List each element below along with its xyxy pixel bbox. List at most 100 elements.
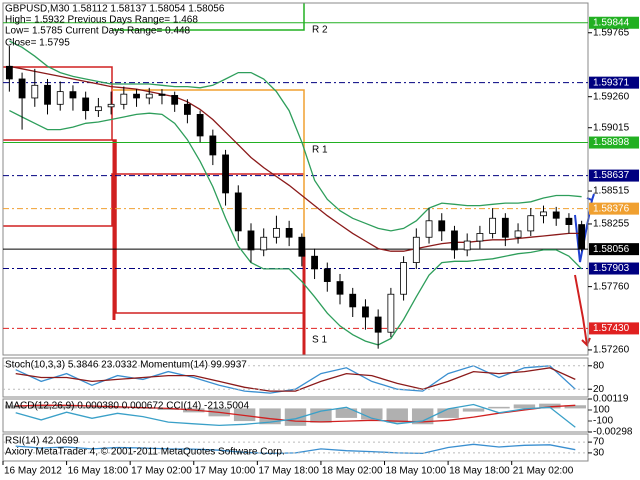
histogram-bar bbox=[132, 408, 154, 409]
indicator-line bbox=[15, 404, 576, 423]
panel-title: MACD(12,26,9) 0.000380 0.000672 CCI(14) … bbox=[5, 401, 249, 412]
histogram-bar bbox=[81, 406, 103, 409]
indicator-line bbox=[15, 443, 576, 455]
level-label-box bbox=[589, 16, 639, 29]
candle-body bbox=[298, 236, 306, 257]
candle-body bbox=[44, 84, 51, 105]
candle-body bbox=[94, 106, 102, 112]
candle-body bbox=[400, 262, 407, 295]
main-frame bbox=[2, 2, 589, 356]
candle-body bbox=[196, 114, 204, 137]
candle-body bbox=[323, 268, 331, 282]
x-tick-label: 21 May 02:00 bbox=[513, 466, 574, 477]
candle-body bbox=[412, 236, 420, 263]
candle-body bbox=[527, 215, 535, 232]
y-tick-label: 70 bbox=[593, 437, 605, 448]
candle-body bbox=[311, 255, 318, 270]
candle-body bbox=[209, 135, 217, 156]
histogram-bar bbox=[564, 405, 586, 409]
y-tick-label: 1.58255 bbox=[593, 219, 630, 230]
level-label: 1.57903 bbox=[593, 263, 630, 274]
level-label-box bbox=[589, 202, 639, 215]
x-tick-label: 18 May 02:00 bbox=[322, 466, 383, 477]
level-label-box bbox=[589, 136, 639, 149]
y-tick-label: 1.59015 bbox=[593, 122, 630, 133]
histogram-bar bbox=[310, 408, 332, 423]
indicator-line bbox=[9, 110, 583, 346]
histogram-bar bbox=[462, 408, 485, 412]
candle-body bbox=[133, 93, 140, 99]
candle-body bbox=[374, 316, 382, 333]
candle-body bbox=[145, 93, 153, 99]
annotation: Close= 1.5795 bbox=[5, 38, 70, 49]
candle-body bbox=[18, 78, 26, 99]
macd-frame bbox=[2, 398, 589, 433]
candle-body bbox=[362, 306, 369, 318]
level-label: 1.59371 bbox=[593, 77, 630, 88]
candle-body bbox=[438, 220, 446, 232]
level-label-box bbox=[589, 76, 639, 89]
candle-body bbox=[184, 103, 191, 115]
candle-body bbox=[260, 236, 268, 251]
x-tick-label: 16 May 18:00 bbox=[68, 466, 129, 477]
stoch-frame bbox=[2, 357, 589, 398]
y-tick-label: 1.57760 bbox=[593, 281, 630, 292]
y-tick-label: 0.00119 bbox=[593, 394, 629, 405]
candle-body bbox=[501, 217, 509, 238]
candle-body bbox=[463, 240, 471, 251]
candle-body bbox=[489, 217, 497, 234]
rsi-frame bbox=[2, 433, 589, 462]
candle-body bbox=[31, 84, 39, 99]
candle-body bbox=[120, 93, 128, 105]
candle-body bbox=[69, 91, 77, 99]
histogram-bar bbox=[539, 403, 561, 409]
histogram-bar bbox=[513, 404, 536, 409]
annotation: Axiory MetaTrader 4, © 2001-2011 MetaQuo… bbox=[5, 447, 285, 458]
y-tick-label: 100 bbox=[593, 405, 610, 416]
histogram-bar bbox=[30, 404, 52, 409]
level-label: 1.58637 bbox=[593, 170, 630, 181]
candle-body bbox=[336, 281, 344, 295]
histogram-bar bbox=[5, 405, 27, 409]
candle-body bbox=[247, 230, 255, 251]
y-tick-label: 30 bbox=[593, 448, 605, 459]
level-label-box bbox=[589, 322, 639, 335]
candle-body bbox=[540, 211, 547, 217]
candle-body bbox=[107, 103, 115, 108]
candle-body bbox=[578, 224, 586, 250]
x-tick-label: 17 May 18:00 bbox=[258, 466, 319, 477]
candle-body bbox=[387, 293, 395, 333]
annotation: Low= 1.5785 Current Days Range= 0.448 bbox=[5, 26, 191, 37]
histogram-bar bbox=[361, 408, 383, 420]
histogram-bar bbox=[55, 406, 78, 409]
level-label: 1.57430 bbox=[593, 323, 630, 334]
annotation: R 1 bbox=[312, 145, 328, 156]
candle-body bbox=[425, 220, 433, 238]
candle-body bbox=[171, 95, 179, 105]
candle-body bbox=[273, 227, 280, 238]
y-tick-label: 1.58515 bbox=[593, 186, 630, 197]
histogram-bar bbox=[233, 408, 256, 422]
candle-body bbox=[285, 227, 293, 238]
y-tick-label: -0.00298 bbox=[593, 427, 633, 438]
candle-body bbox=[349, 293, 357, 308]
panel-title: RSI(14) 42.0699 bbox=[5, 436, 79, 447]
indicator-line bbox=[9, 40, 582, 232]
candle-body bbox=[5, 65, 13, 80]
x-tick-label: 16 May 2012 bbox=[4, 466, 62, 477]
candle-body bbox=[56, 91, 64, 105]
candle-body bbox=[158, 93, 166, 96]
histogram-bar bbox=[411, 408, 434, 425]
level-label: 1.59844 bbox=[593, 17, 630, 28]
candle-body bbox=[451, 230, 458, 251]
histogram-bar bbox=[488, 406, 510, 409]
x-tick-label: 18 May 10:00 bbox=[386, 466, 447, 477]
candle-body bbox=[82, 97, 90, 112]
histogram-bar bbox=[386, 408, 408, 423]
indicator-line bbox=[15, 367, 576, 392]
histogram-bar bbox=[157, 408, 180, 410]
y-tick-label: 1.59260 bbox=[593, 91, 630, 102]
pivot-steps bbox=[3, 3, 306, 355]
